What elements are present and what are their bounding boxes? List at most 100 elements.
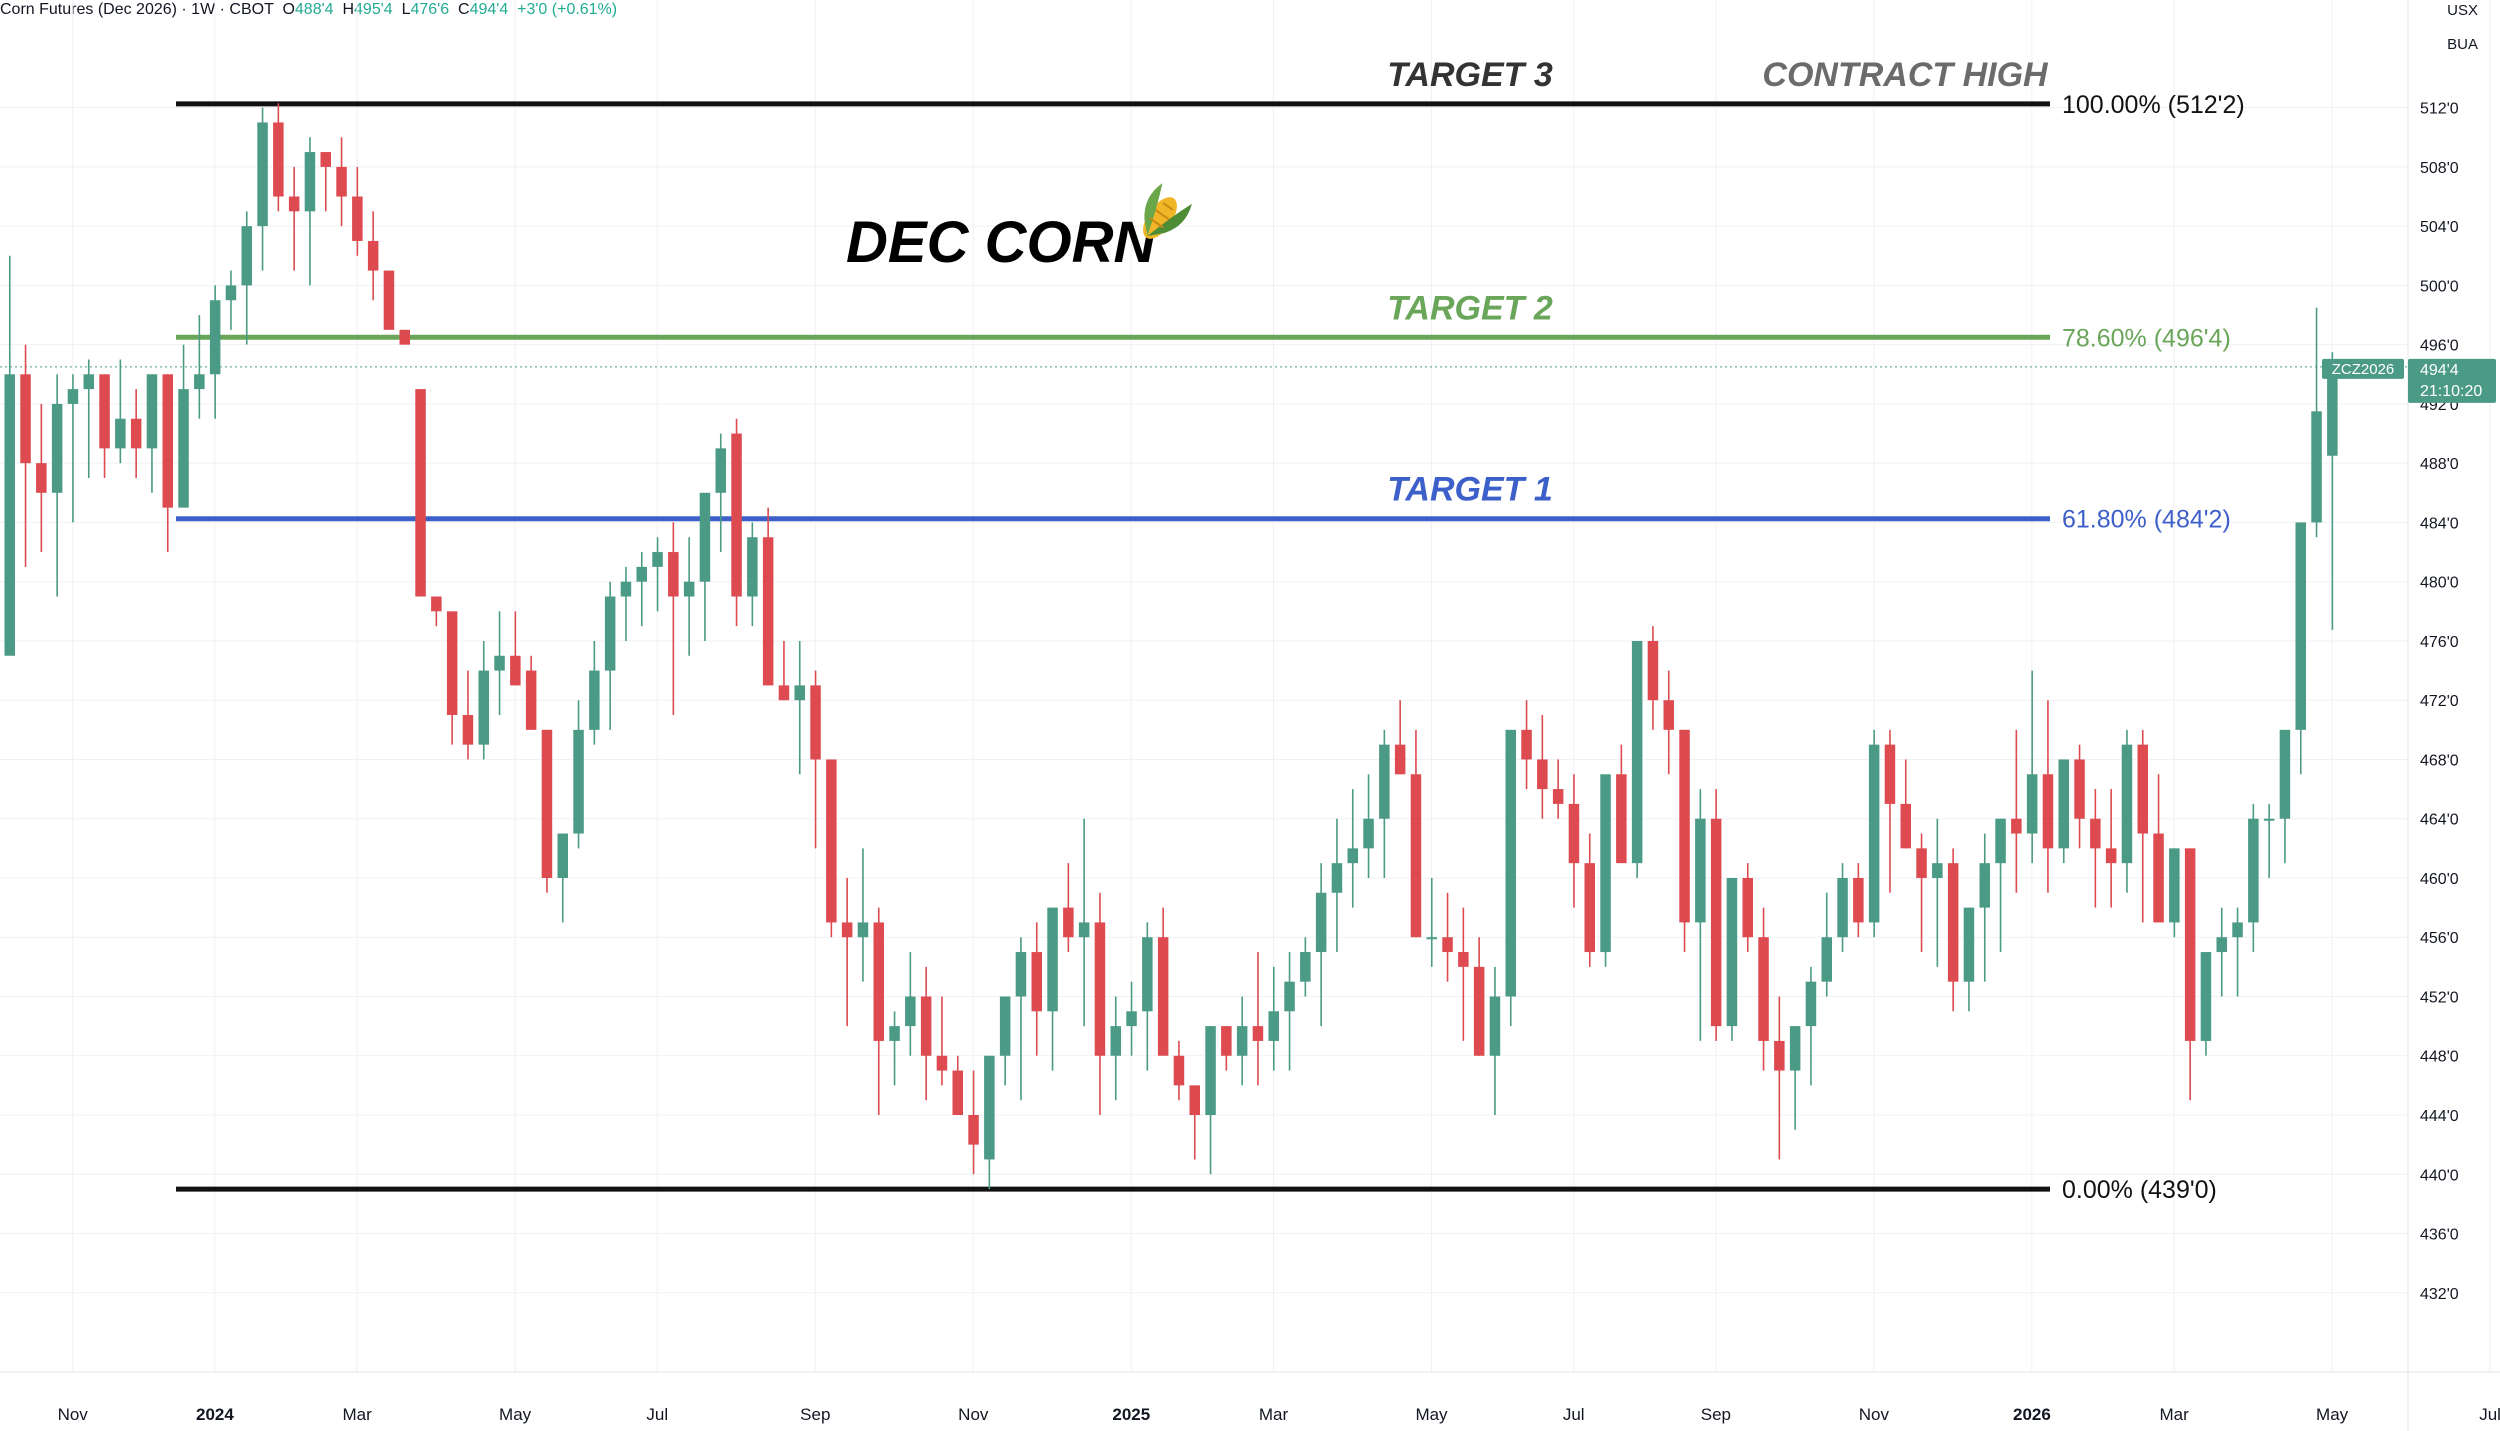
candle-body bbox=[352, 196, 363, 241]
candle-body bbox=[1916, 848, 1927, 878]
time-tick-label: May bbox=[2316, 1405, 2349, 1424]
candle-body bbox=[1774, 1040, 1785, 1071]
candle bbox=[1347, 789, 1358, 908]
candle bbox=[620, 566, 632, 641]
candle bbox=[2248, 803, 2259, 953]
candle-body bbox=[1315, 892, 1327, 953]
candle-body bbox=[2137, 744, 2148, 834]
candle bbox=[857, 848, 869, 982]
candle bbox=[1521, 700, 1532, 790]
candle-body bbox=[1647, 640, 1659, 701]
candle-body bbox=[1300, 952, 1311, 982]
candle bbox=[1078, 818, 1090, 1027]
candle bbox=[2232, 907, 2243, 997]
time-tick-label: May bbox=[499, 1405, 532, 1424]
candle-body bbox=[1173, 1055, 1185, 1086]
time-tick-label: Sep bbox=[1701, 1405, 1731, 1424]
candle bbox=[1205, 1026, 1216, 1175]
low-value: 476'6 bbox=[410, 1, 450, 18]
price-tick-label: 444'0 bbox=[2420, 1108, 2459, 1125]
fib-retracement[interactable]: 100.00% (512'2) TARGET 3 CONTRACT HIGH 78.6… bbox=[0, 56, 2408, 1204]
candle bbox=[209, 285, 221, 419]
candle bbox=[1947, 848, 1959, 1012]
candle bbox=[1710, 789, 1722, 1041]
candle bbox=[1426, 877, 1437, 967]
candle-body bbox=[1426, 937, 1437, 940]
candle bbox=[2121, 729, 2133, 893]
candle-body bbox=[1094, 922, 1106, 1056]
time-tick-label: Jul bbox=[2479, 1405, 2500, 1424]
candle bbox=[1726, 877, 1738, 1041]
candle bbox=[683, 537, 695, 656]
candle bbox=[905, 952, 916, 1056]
candle bbox=[1631, 640, 1643, 878]
candle bbox=[1979, 833, 1990, 982]
candle-body bbox=[1821, 937, 1832, 982]
candle bbox=[636, 552, 647, 627]
candle bbox=[589, 640, 600, 745]
high-label: H bbox=[342, 1, 355, 18]
candle bbox=[1363, 774, 1374, 878]
candle bbox=[1963, 907, 1975, 1012]
candle bbox=[1031, 922, 1042, 1056]
candle bbox=[36, 403, 47, 553]
time-axis[interactable]: SepNov2024MarMayJulSepNov2025MarMayJulSe… bbox=[0, 1371, 2500, 1424]
candle bbox=[462, 670, 474, 760]
currency-sub-unit[interactable]: BUA bbox=[2447, 36, 2478, 53]
candle-body bbox=[541, 729, 553, 878]
candle bbox=[257, 107, 268, 271]
candle-body bbox=[1363, 818, 1374, 849]
candle bbox=[1647, 626, 1659, 730]
candle bbox=[1995, 818, 2006, 953]
candle-body bbox=[1963, 907, 1975, 982]
candle-body bbox=[1726, 877, 1738, 1027]
candle bbox=[699, 492, 711, 641]
symbol-description[interactable]: Corn Futures (Dec 2026) · 1W · CBOT bbox=[0, 1, 274, 18]
candle-body bbox=[1157, 937, 1169, 1056]
time-tick-label: 2026 bbox=[2013, 1405, 2051, 1424]
candle bbox=[1679, 729, 1690, 953]
target-label: TARGET 3 bbox=[1387, 56, 1553, 94]
price-tag-value: 494'4 bbox=[2420, 362, 2459, 379]
time-tick-label: May bbox=[1415, 1405, 1448, 1424]
candle-body bbox=[2184, 848, 2196, 1041]
candle-body bbox=[1947, 863, 1959, 982]
candle bbox=[241, 211, 252, 345]
candle-body bbox=[304, 152, 316, 212]
last-price-tag[interactable]: ZCZ2026 494'4 21:10:20 bbox=[2322, 358, 2496, 403]
candle-body bbox=[668, 552, 679, 597]
candle-body bbox=[399, 329, 410, 345]
candle-body bbox=[1252, 1026, 1264, 1041]
candle bbox=[1173, 1040, 1185, 1101]
candle bbox=[2011, 729, 2022, 893]
candles bbox=[4, 103, 2338, 1190]
candle-body bbox=[794, 685, 805, 701]
candle-body bbox=[1015, 952, 1027, 997]
candle-body bbox=[905, 996, 916, 1027]
time-tick-label: Sep bbox=[800, 1405, 830, 1424]
candle bbox=[1695, 789, 1706, 1041]
candle bbox=[2216, 907, 2227, 997]
candle-body bbox=[4, 374, 15, 656]
candle-body bbox=[1537, 759, 1548, 790]
price-axis[interactable]: 432'0 436'0 440'0 444'0 448'0 452'0 456'0 460'0… bbox=[2407, 0, 2459, 1431]
candle bbox=[1094, 892, 1106, 1116]
currency-unit[interactable]: USX bbox=[2447, 2, 2478, 19]
candle bbox=[304, 137, 316, 286]
candle-body bbox=[130, 418, 142, 449]
candle-body bbox=[2011, 818, 2022, 834]
candle-body bbox=[841, 922, 853, 938]
candle bbox=[1142, 922, 1153, 1071]
candle-body bbox=[83, 374, 94, 390]
candle-body bbox=[1442, 937, 1453, 953]
time-tick-label: 2025 bbox=[1112, 1405, 1150, 1424]
candle bbox=[1600, 774, 1611, 967]
candle-body bbox=[1331, 863, 1343, 893]
candle-body bbox=[778, 685, 790, 701]
time-tick-label: Jul bbox=[646, 1405, 668, 1424]
candle-body bbox=[810, 685, 821, 760]
candle-body bbox=[2279, 729, 2291, 819]
candle-body bbox=[2263, 818, 2275, 821]
candle bbox=[273, 103, 284, 212]
